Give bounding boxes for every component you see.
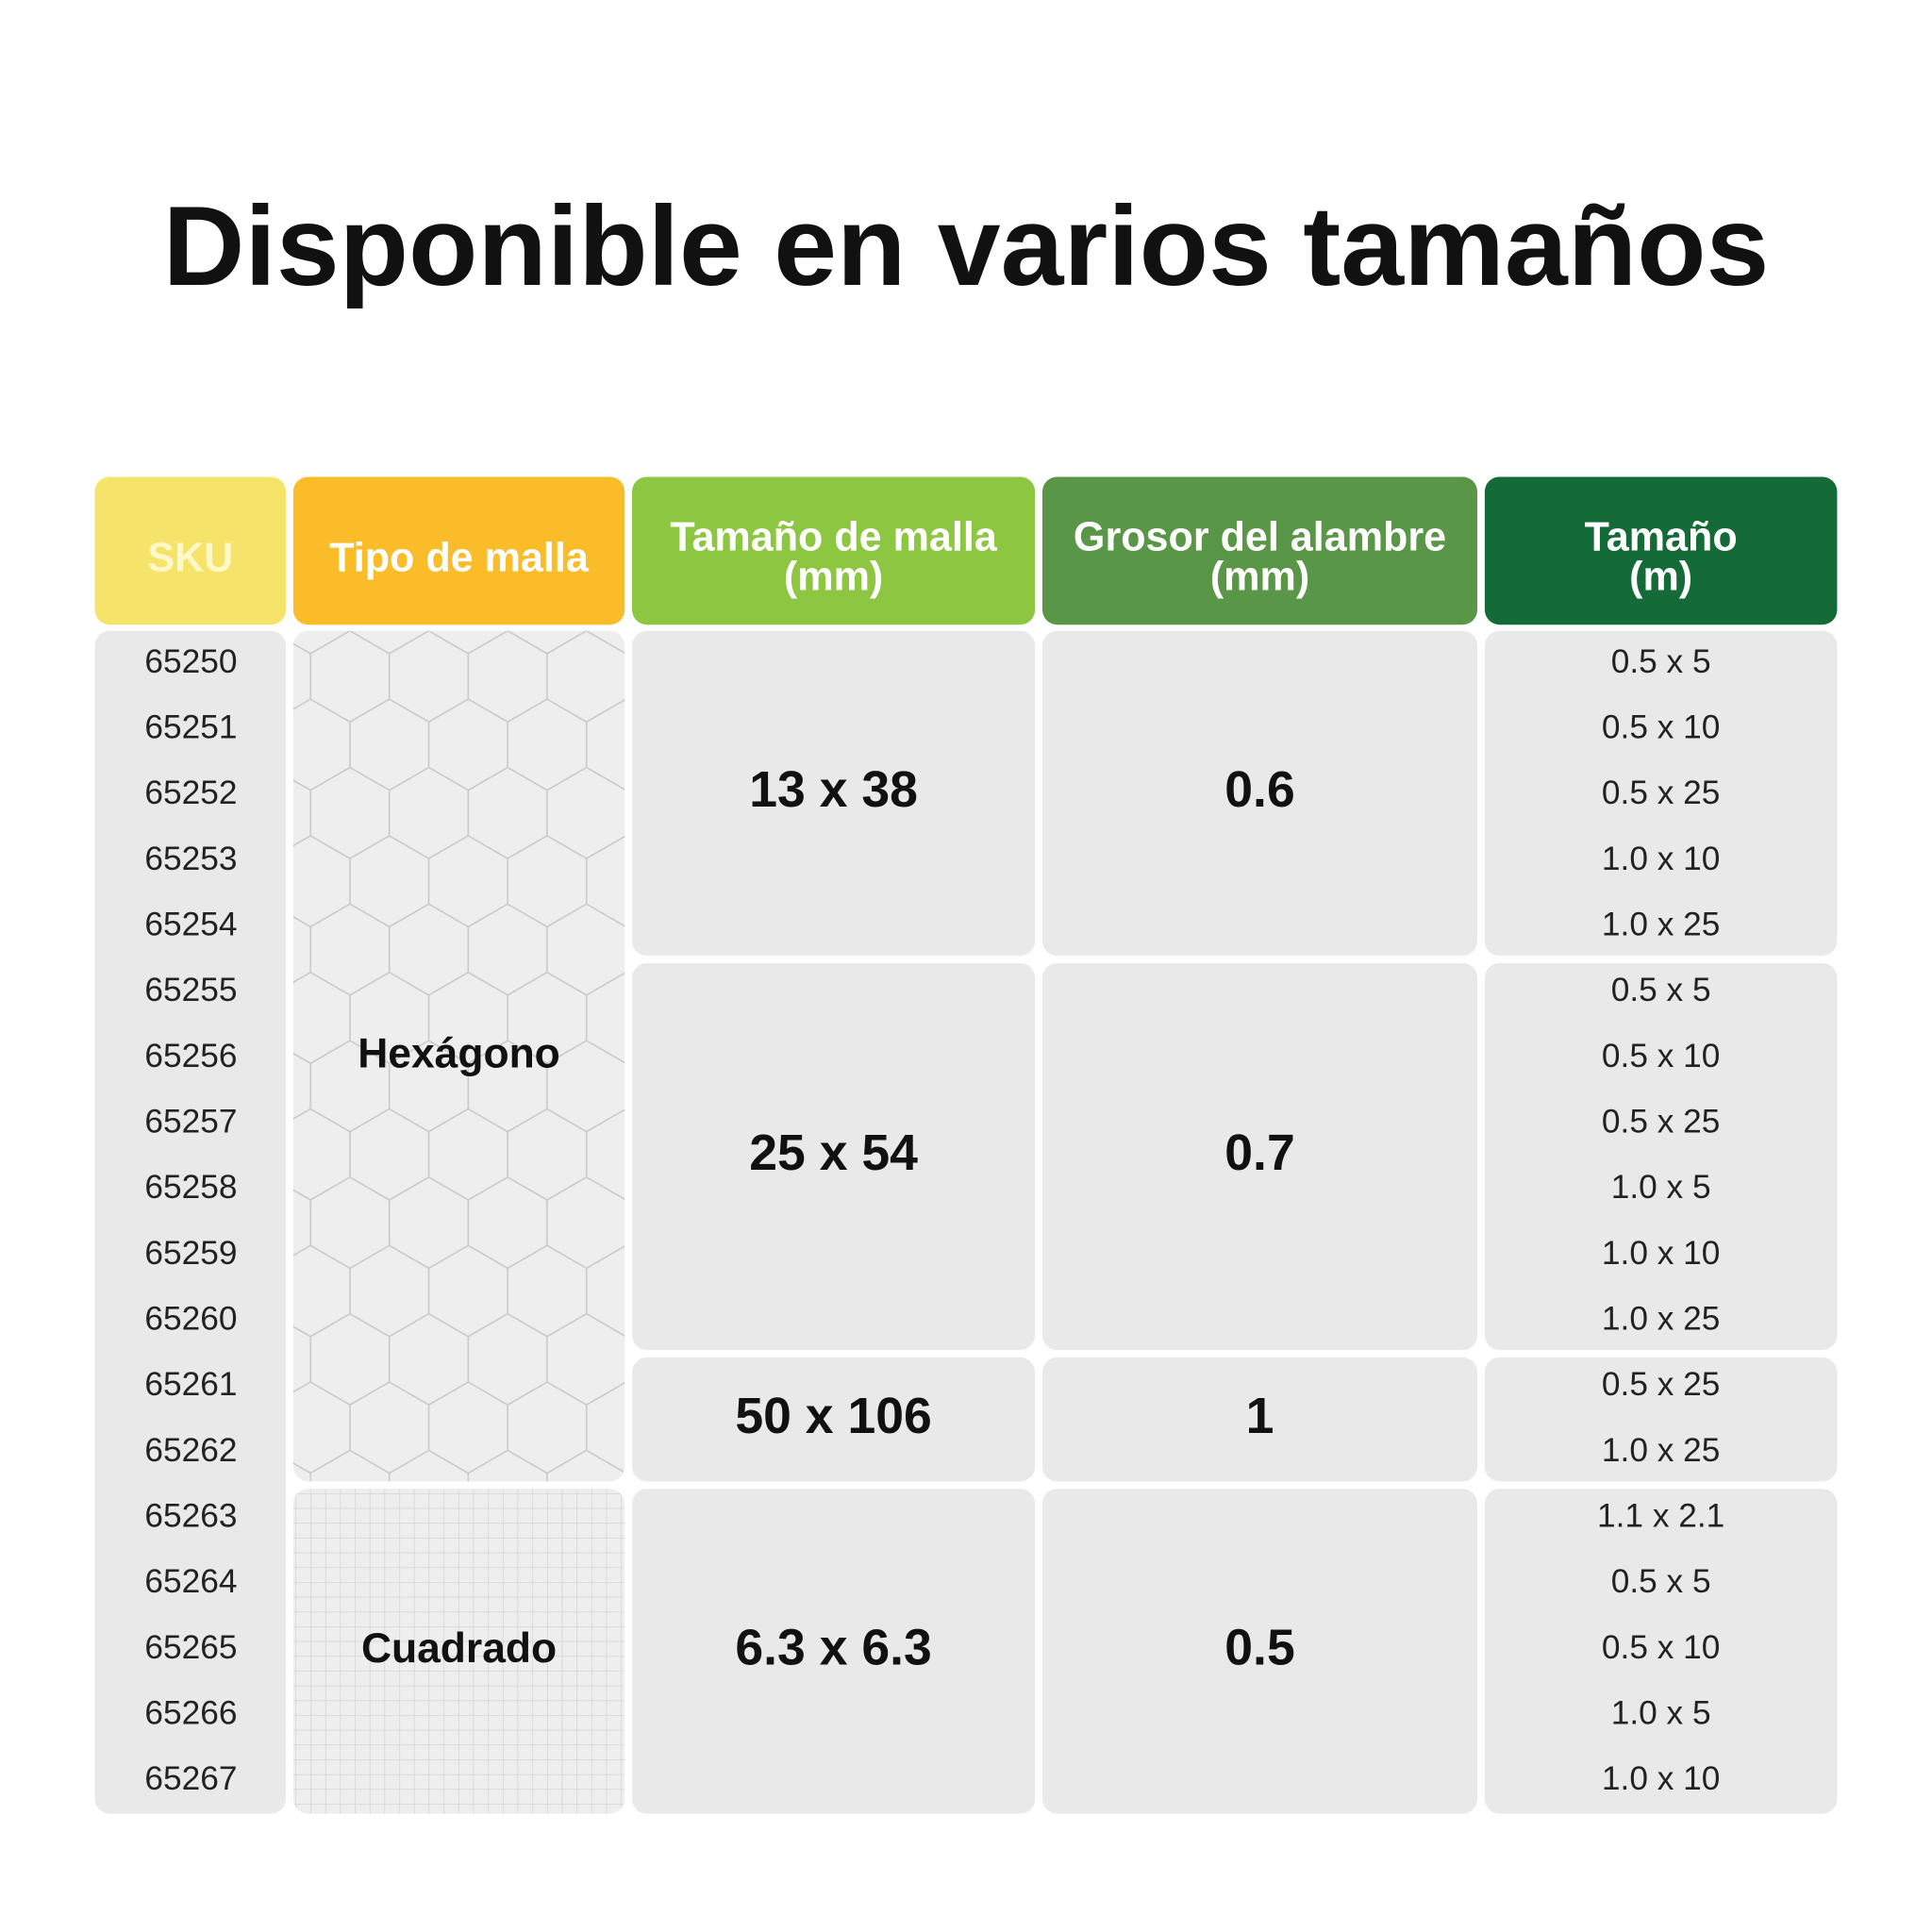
sku: 65259 bbox=[144, 1235, 237, 1272]
wire-thickness: 1 bbox=[1246, 1389, 1274, 1444]
header-cell bbox=[94, 476, 287, 625]
roll-size: 1.1 x 2.1 bbox=[1597, 1497, 1724, 1534]
roll-size: 0.5 x 25 bbox=[1602, 774, 1720, 811]
group-cell bbox=[1484, 962, 1838, 1351]
sku: 65263 bbox=[144, 1497, 237, 1534]
sku-column bbox=[94, 630, 287, 1814]
wire-thickness: 0.6 bbox=[1224, 762, 1294, 818]
roll-size: 1.0 x 10 bbox=[1602, 841, 1720, 877]
sku: 65265 bbox=[144, 1629, 237, 1666]
roll-size: 0.5 x 25 bbox=[1602, 1366, 1720, 1403]
group-cell bbox=[632, 1489, 1036, 1814]
roll-size: 1.0 x 25 bbox=[1602, 1300, 1720, 1337]
type-pattern bbox=[292, 630, 625, 1482]
mesh-size: 6.3 x 6.3 bbox=[735, 1621, 931, 1676]
group-cell bbox=[1484, 1357, 1838, 1482]
mesh-type: Cuadrado bbox=[361, 1625, 557, 1672]
roll-size: 1.0 x 25 bbox=[1602, 1432, 1720, 1469]
mesh-type: Hexágono bbox=[358, 1030, 560, 1076]
roll-size: 1.0 x 10 bbox=[1602, 1760, 1720, 1797]
header-label: SKU bbox=[147, 536, 233, 581]
group-cell bbox=[1041, 1357, 1478, 1482]
header-label: Tamaño de malla bbox=[670, 514, 997, 559]
group-cell bbox=[1041, 1489, 1478, 1814]
roll-size: 0.5 x 10 bbox=[1602, 709, 1720, 746]
roll-size: 1.0 x 5 bbox=[1611, 1694, 1711, 1731]
mesh-size: 13 x 38 bbox=[749, 762, 918, 818]
group-cell bbox=[1484, 630, 1838, 957]
wire-thickness: 0.7 bbox=[1224, 1125, 1294, 1181]
roll-size: 0.5 x 5 bbox=[1611, 1563, 1711, 1600]
wire-thickness: 0.5 bbox=[1224, 1621, 1294, 1676]
group-cell bbox=[632, 630, 1036, 957]
roll-size: 0.5 x 10 bbox=[1602, 1038, 1720, 1074]
sku: 65258 bbox=[144, 1169, 237, 1206]
group-cell bbox=[1041, 962, 1478, 1351]
roll-size: 0.5 x 10 bbox=[1602, 1629, 1720, 1666]
sku: 65267 bbox=[144, 1760, 237, 1797]
sku: 65264 bbox=[144, 1563, 237, 1600]
group-cell bbox=[632, 1357, 1036, 1482]
roll-size: 0.5 x 25 bbox=[1602, 1103, 1720, 1140]
sku: 65256 bbox=[144, 1038, 237, 1074]
type-pattern bbox=[292, 1489, 625, 1814]
roll-size: 1.0 x 5 bbox=[1611, 1169, 1711, 1206]
roll-size: 1.0 x 10 bbox=[1602, 1235, 1720, 1272]
group-cell bbox=[1484, 1489, 1838, 1814]
roll-size: 0.5 x 5 bbox=[1611, 643, 1711, 680]
sku: 65266 bbox=[144, 1694, 237, 1731]
header-label: (mm) bbox=[1210, 554, 1309, 599]
mesh-size: 50 x 106 bbox=[735, 1389, 931, 1444]
header-label: Grosor del alambre bbox=[1074, 514, 1446, 559]
sku: 65251 bbox=[144, 709, 237, 746]
header-cell bbox=[292, 476, 625, 625]
sku: 65250 bbox=[144, 643, 237, 680]
header-cell bbox=[1484, 476, 1838, 625]
sku: 65252 bbox=[144, 774, 237, 811]
sku: 65260 bbox=[144, 1300, 237, 1337]
group-cell bbox=[632, 962, 1036, 1351]
header-label: Tipo de malla bbox=[329, 536, 590, 581]
sku: 65262 bbox=[144, 1432, 237, 1469]
sku: 65257 bbox=[144, 1103, 237, 1140]
roll-size: 0.5 x 5 bbox=[1611, 972, 1711, 1008]
header-label: Tamaño bbox=[1585, 514, 1738, 559]
header-label: (mm) bbox=[784, 554, 883, 599]
group-cell bbox=[1041, 630, 1478, 957]
header-cell bbox=[1041, 476, 1478, 625]
mesh-size: 25 x 54 bbox=[749, 1125, 918, 1181]
sku: 65254 bbox=[144, 907, 237, 943]
page-title: Disponible en varios tamaños bbox=[163, 183, 1770, 309]
roll-size: 1.0 x 25 bbox=[1602, 907, 1720, 943]
header-cell bbox=[632, 476, 1036, 625]
header-label: (m) bbox=[1629, 554, 1692, 599]
sku: 65255 bbox=[144, 972, 237, 1008]
sku: 65261 bbox=[144, 1366, 237, 1403]
sku: 65253 bbox=[144, 841, 237, 877]
